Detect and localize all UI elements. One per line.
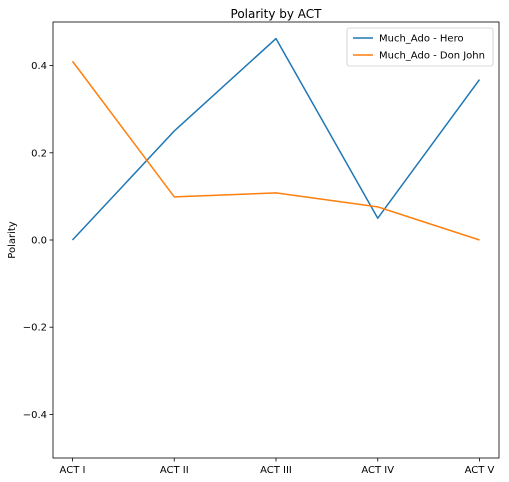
series-line-0 xyxy=(71,37,481,241)
legend-label-1: Much_Ado - Don John xyxy=(379,51,485,62)
series-line-1 xyxy=(71,60,480,241)
x-tick-label: ACT I xyxy=(60,465,86,476)
x-tick-label: ACT II xyxy=(160,465,189,476)
x-tick-label: ACT IV xyxy=(361,465,394,476)
legend: Much_Ado - Hero Much_Ado - Don John xyxy=(346,27,494,67)
x-tick-label: ACT V xyxy=(465,465,495,476)
plot-area: ACT I ACT II ACT III ACT IV ACT V −0.4 −0.2 0.0… xyxy=(23,21,500,476)
y-tick-label: 0.2 xyxy=(31,148,47,159)
y-tick-label: 0.4 xyxy=(31,61,47,72)
x-tick-label: ACT III xyxy=(260,465,292,476)
y-tick-label: −0.4 xyxy=(23,410,47,421)
legend-label-0: Much_Ado - Hero xyxy=(379,34,464,45)
legend-box xyxy=(346,27,494,67)
y-axis-label: Polarity xyxy=(7,221,18,259)
y-tick-label: 0.0 xyxy=(31,236,47,247)
y-tick-label: −0.2 xyxy=(23,323,47,334)
chart-title: Polarity by ACT xyxy=(231,7,323,21)
